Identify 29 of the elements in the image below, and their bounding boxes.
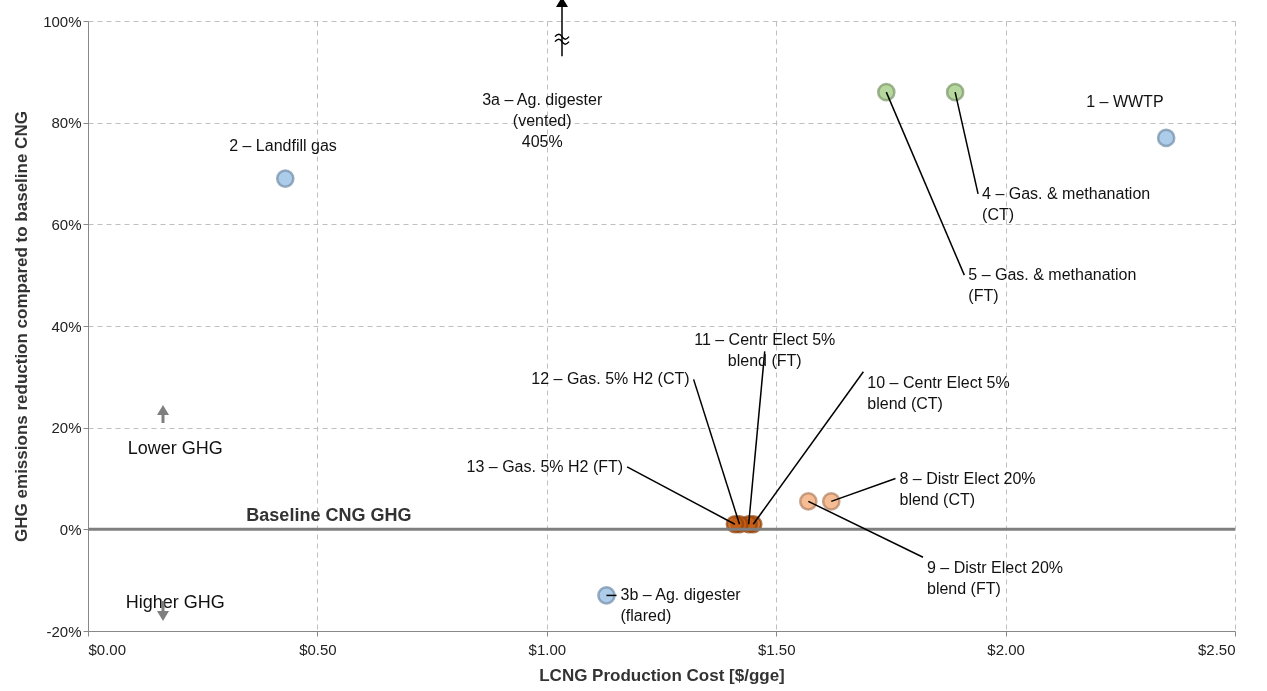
annotation: 12 – Gas. 5% H2 (CT): [531, 370, 690, 388]
x-tick-label: $0.00: [88, 640, 127, 658]
annotation: Lower GHG: [127, 438, 223, 459]
annotation: 5 – Gas. & methanation (FT): [968, 266, 1137, 305]
y-tick-label: 0%: [59, 520, 82, 538]
y-tick-label: 40%: [51, 317, 82, 335]
ref-line-label: Baseline CNG GHG: [246, 505, 412, 526]
x-tick-label: $2.50: [1197, 640, 1236, 658]
x-tick-label: $1.00: [528, 640, 567, 658]
annotation: 3b – Ag. digester (flared): [620, 586, 742, 625]
x-tick-label: $0.50: [299, 640, 337, 658]
y-tick-label: 100%: [43, 12, 82, 30]
annotation: 8 – Distr Elect 20% blend (CT): [899, 469, 1036, 508]
x-tick-label: $1.50: [757, 640, 796, 658]
annotation: 10 – Centr Elect 5% blend (CT): [867, 373, 1010, 412]
annotation: Higher GHG: [125, 592, 225, 613]
annotation: 13 – Gas. 5% H2 (FT): [466, 457, 624, 475]
y-tick-label: 80%: [51, 114, 82, 132]
y-tick-label: 60%: [51, 215, 82, 233]
annotation: 4 – Gas. & methanation (CT): [982, 184, 1151, 223]
y-tick-label: -20%: [46, 622, 82, 640]
annotation: 1 – WWTP: [1086, 93, 1164, 111]
annotation: 3a – Ag. digester (vented) 405%: [482, 91, 603, 151]
x-tick-label: $2.00: [987, 640, 1025, 658]
annotation: 2 – Landfill gas: [229, 136, 337, 154]
y-tick-label: 20%: [51, 419, 82, 437]
y-axis-title: GHG emissions reduction compared to baseline CNG: [12, 111, 32, 542]
x-axis-title: LCNG Production Cost [$/gge]: [539, 665, 785, 685]
annotation: 9 – Distr Elect 20% blend (FT): [927, 559, 1064, 598]
